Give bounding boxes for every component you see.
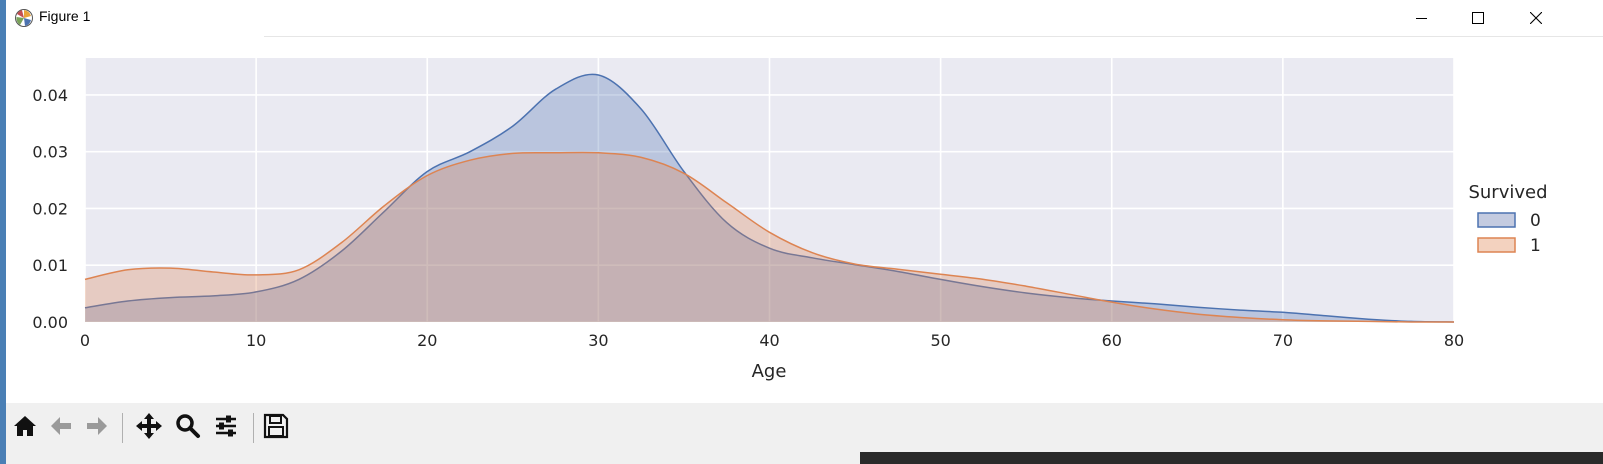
toolbar-separator [253, 413, 254, 443]
density-area-series-1 [85, 152, 1454, 323]
close-icon [1530, 12, 1542, 24]
x-tick-label: 60 [1102, 331, 1122, 350]
forward-arrow-icon [84, 413, 110, 444]
x-tick-label: 70 [1273, 331, 1293, 350]
x-tick-label: 10 [246, 331, 266, 350]
save-button[interactable] [259, 411, 293, 445]
x-tick-label: 80 [1444, 331, 1464, 350]
kde-plot: 0 10 20 30 40 50 60 70 80 0.000.010.020.030.04 A… [32, 58, 1548, 382]
legend-label-1: 1 [1530, 236, 1541, 256]
title-bar[interactable]: Figure 1 [6, 0, 1603, 36]
desktop-taskbar-edge [860, 452, 1603, 464]
home-icon [12, 413, 38, 444]
density-areas [84, 73, 1455, 323]
grid-lines [84, 58, 1455, 323]
density-line-series-0 [84, 73, 1455, 323]
back-arrow-icon [48, 413, 74, 444]
y-tick-labels: 0.00 0.01 0.02 0.03 0.04 [32, 86, 68, 332]
x-tick-label: 50 [930, 331, 950, 350]
window-title: Figure 1 [39, 8, 91, 24]
back-button[interactable] [44, 411, 78, 445]
x-tick-labels: 0 10 20 30 40 50 60 70 80 [80, 331, 1464, 350]
configure-subplots-button[interactable] [209, 411, 243, 445]
configure-subplots-icon [213, 413, 239, 444]
density-area-series-0 [85, 74, 1454, 322]
legend: Survived 0 1 [1468, 182, 1547, 256]
x-tick-label: 20 [417, 331, 437, 350]
x-tick-label: 40 [759, 331, 779, 350]
close-button[interactable] [1513, 0, 1559, 36]
pan-button[interactable] [132, 411, 166, 445]
desktop-edge [0, 0, 6, 464]
title-bar-divider [264, 36, 1603, 37]
y-tick-label: 0.04 [32, 86, 68, 105]
figure-canvas[interactable]: 0 10 20 30 40 50 60 70 80 0.00 0.01 0.02 0.03 0.04 A… [6, 37, 1603, 403]
legend-swatch-1 [1477, 237, 1516, 253]
figure-window: Figure 1 0 10 20 30 40 50 60 70 80 0.00 0.01 0.02 0… [6, 0, 1603, 464]
y-tick-label: 0.01 [32, 256, 68, 275]
legend-swatch-0 [1477, 212, 1516, 228]
minimize-button[interactable] [1399, 0, 1445, 36]
maximize-icon [1472, 12, 1484, 24]
y-tick-label: 0.00 [32, 313, 68, 332]
x-tick-label: 30 [588, 331, 608, 350]
y-tick-label: 0.02 [32, 199, 68, 218]
toolbar-separator [122, 413, 123, 443]
forward-button[interactable] [80, 411, 114, 445]
y-tick-label: 0.03 [32, 143, 68, 162]
legend-label-0: 0 [1530, 211, 1541, 231]
x-tick-label: 0 [80, 331, 90, 350]
density-line-series-1 [84, 151, 1455, 323]
pan-move-icon [135, 412, 163, 445]
x-axis-label: Age [752, 361, 787, 382]
matplotlib-logo-icon [14, 8, 34, 28]
zoom-button[interactable] [171, 411, 205, 445]
save-floppy-icon [263, 413, 289, 444]
legend-title: Survived [1468, 182, 1547, 203]
minimize-icon [1416, 12, 1428, 24]
home-button[interactable] [8, 411, 42, 445]
maximize-button[interactable] [1455, 0, 1501, 36]
zoom-magnifier-icon [175, 413, 201, 444]
